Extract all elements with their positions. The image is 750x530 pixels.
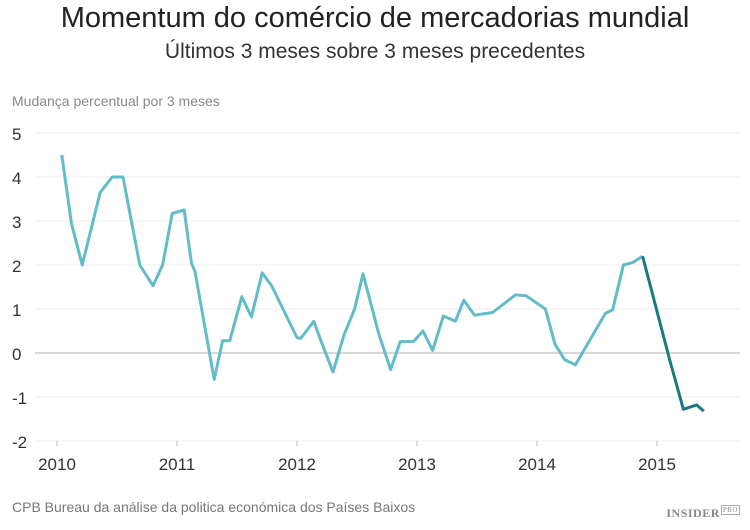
y-tick-label: 4 xyxy=(12,169,21,188)
series-line-recent xyxy=(641,255,705,413)
x-tick-label: 2010 xyxy=(38,455,76,474)
y-tick-label: 1 xyxy=(12,301,21,320)
y-tick-label: 0 xyxy=(12,345,21,364)
x-tick-label: 2011 xyxy=(159,455,196,474)
chart-subtitle: Últimos 3 meses sobre 3 meses precedente… xyxy=(164,40,586,63)
x-tick-label: 2014 xyxy=(518,455,556,474)
chart-title: Momentum do comércio de mercadorias mund… xyxy=(60,2,690,34)
y-tick-label: -1 xyxy=(12,389,27,408)
y-tick-label: 3 xyxy=(12,213,21,232)
x-tick-label: 2013 xyxy=(398,455,436,474)
x-tick-label: 2012 xyxy=(278,455,316,474)
y-tick-label: -2 xyxy=(12,433,27,452)
y-axis-label: Mudança percentual por 3 meses xyxy=(12,93,220,109)
source-note: CPB Bureau da análise da politica económ… xyxy=(12,499,416,515)
series-line-history xyxy=(60,154,644,381)
logo-sup: PRO xyxy=(720,505,740,515)
logo-text: INSIDER xyxy=(666,506,720,520)
y-tick-label: 2 xyxy=(12,257,21,276)
insider-pro-logo: INSIDER PRO xyxy=(666,505,740,521)
y-tick-label: 5 xyxy=(12,125,21,144)
x-tick-label: 2015 xyxy=(638,455,676,474)
